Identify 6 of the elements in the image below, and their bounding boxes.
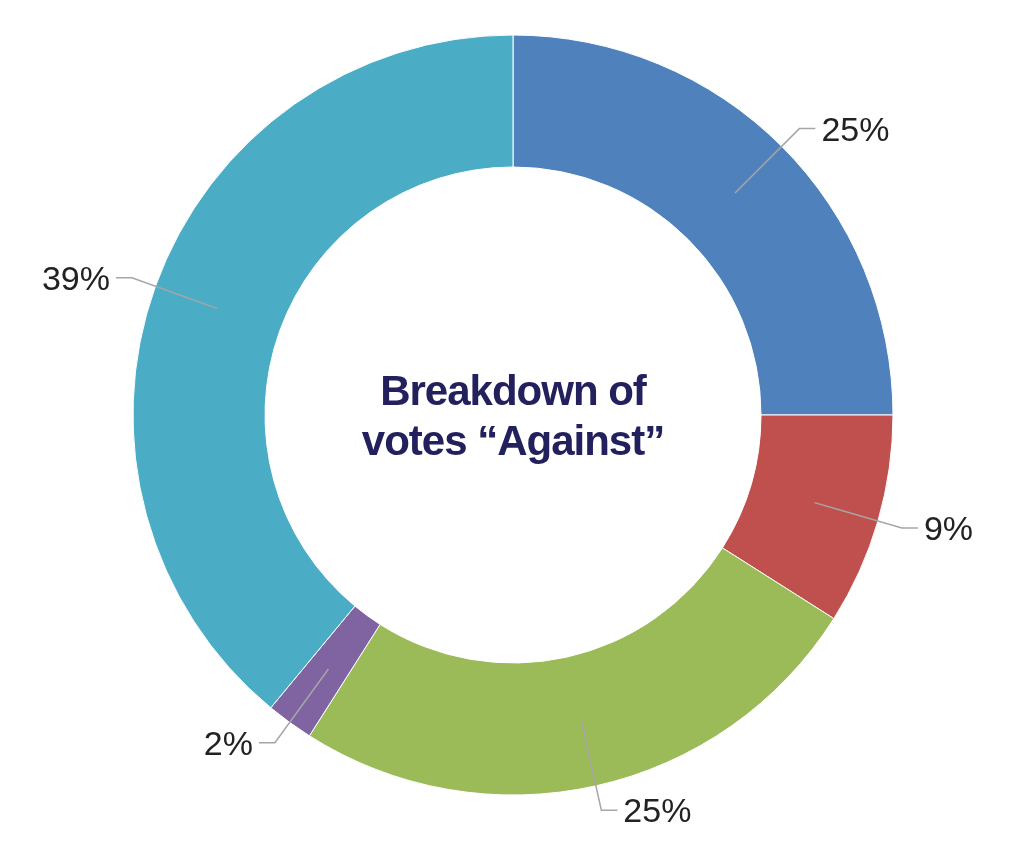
data-label: 25% xyxy=(623,791,692,830)
text: Breakdown of votes “Against” xyxy=(361,366,665,464)
data-label: 39% xyxy=(41,258,110,297)
data-label: 9% xyxy=(923,508,974,547)
data-label: 2% xyxy=(203,723,253,762)
data-label: 25% xyxy=(821,109,890,148)
